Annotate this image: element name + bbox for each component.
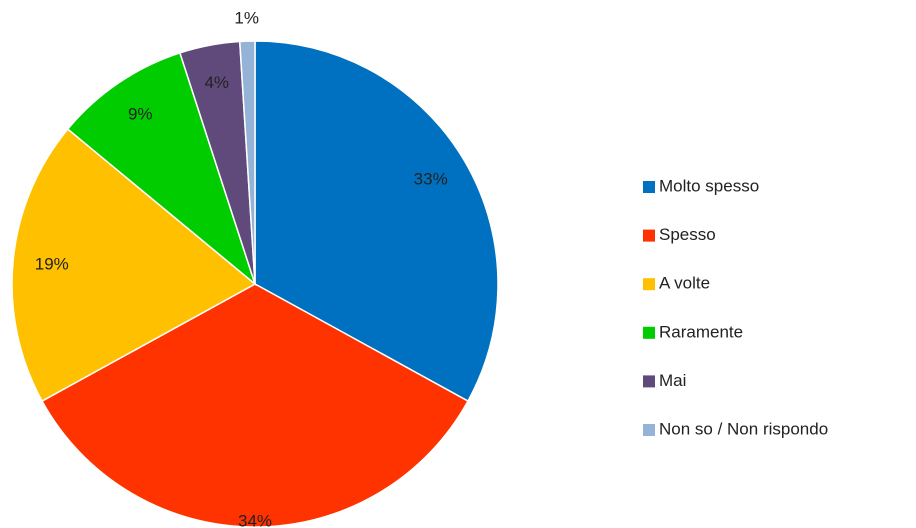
pie-slice <box>66 51 257 287</box>
legend-label: Spesso <box>659 225 716 244</box>
data-label: 4% <box>204 73 229 92</box>
legend-swatch <box>643 424 655 436</box>
legend-swatch <box>643 375 655 388</box>
legend-swatch <box>643 326 655 339</box>
legend-label: A volte <box>659 274 710 293</box>
legend-label: Non so / Non rispondo <box>659 419 828 438</box>
legend-label: Raramente <box>659 322 743 341</box>
data-label: 19% <box>35 254 69 273</box>
data-label: 1% <box>234 9 259 28</box>
pie-slice <box>254 40 499 403</box>
pie-slice <box>11 128 257 403</box>
pie-slice <box>238 40 256 285</box>
legend-label: Mai <box>659 371 686 390</box>
legend-swatch <box>643 181 655 193</box>
legend-label: Molto spesso <box>659 176 759 195</box>
legend-swatch <box>643 229 655 242</box>
legend-swatch <box>643 278 655 291</box>
data-label: 34% <box>238 512 272 528</box>
pie-slice <box>41 283 469 528</box>
data-label: 9% <box>128 105 153 124</box>
data-label: 33% <box>414 170 448 189</box>
